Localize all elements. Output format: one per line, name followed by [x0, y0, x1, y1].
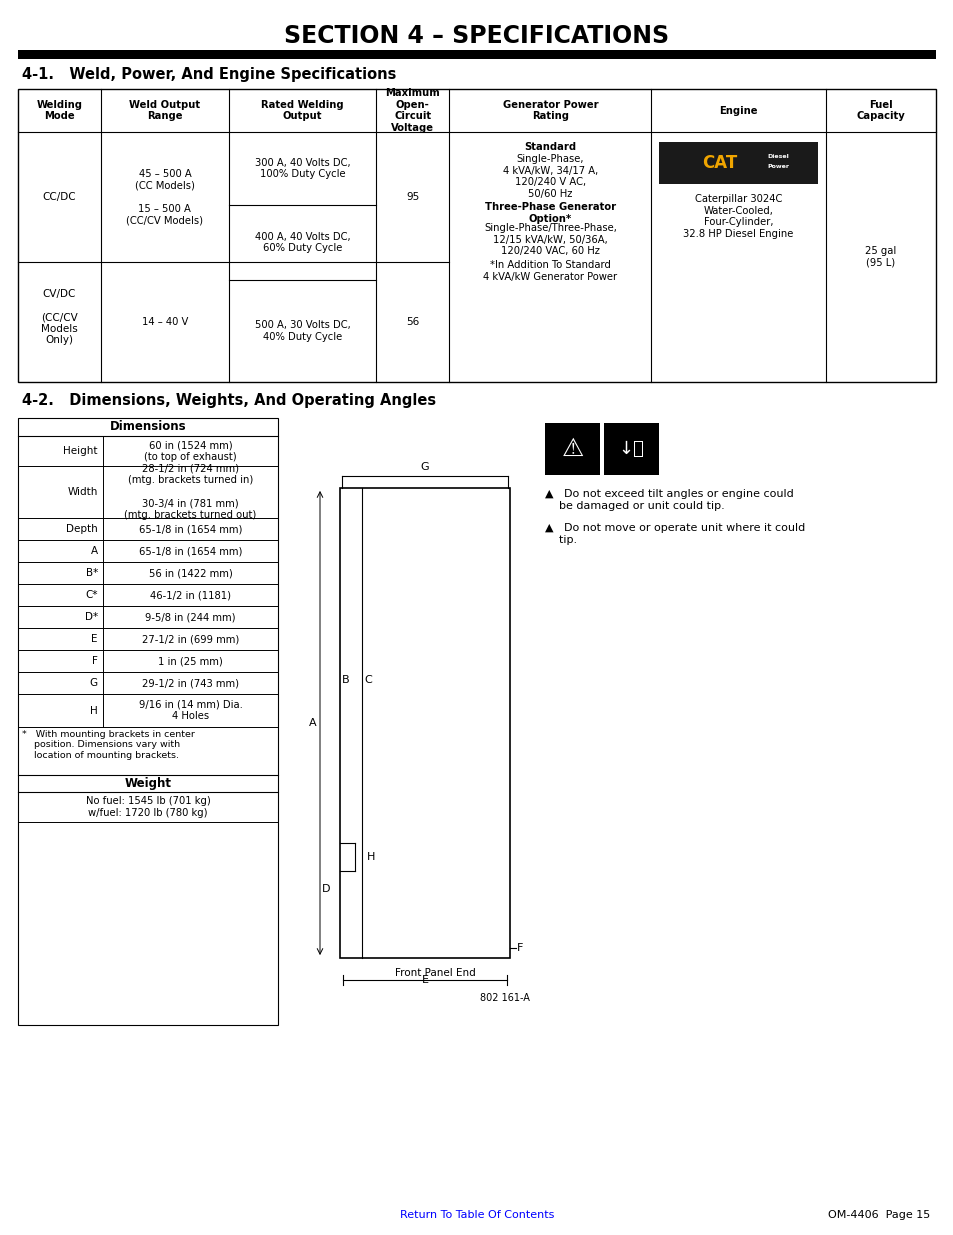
Text: ▲   Do not exceed tilt angles or engine could
    be damaged or unit could tip.: ▲ Do not exceed tilt angles or engine co…	[544, 489, 793, 510]
Text: Engine: Engine	[719, 105, 757, 116]
Text: 802 161-A: 802 161-A	[479, 993, 530, 1003]
Text: 60 in (1524 mm)
(to top of exhaust): 60 in (1524 mm) (to top of exhaust)	[144, 440, 236, 462]
Bar	[339, 488, 510, 958]
Text: C*: C*	[86, 590, 98, 600]
Text: Fuel
Capacity: Fuel Capacity	[856, 100, 904, 121]
Text: Single-Phase/Three-Phase,
12/15 kVA/kW, 50/36A,
120/240 VAC, 60 Hz: Single-Phase/Three-Phase, 12/15 kVA/kW, …	[483, 224, 617, 256]
Text: 9/16 in (14 mm) Dia.
4 Holes: 9/16 in (14 mm) Dia. 4 Holes	[138, 700, 242, 721]
Text: 14 – 40 V: 14 – 40 V	[142, 317, 188, 327]
Text: Standard: Standard	[524, 142, 576, 152]
Text: E: E	[421, 974, 428, 986]
Text: ⚠: ⚠	[560, 437, 583, 461]
Text: E: E	[91, 634, 98, 643]
Text: Depth: Depth	[66, 524, 98, 534]
Text: F: F	[517, 944, 523, 953]
Text: 46-1/2 in (1181): 46-1/2 in (1181)	[150, 590, 231, 600]
Text: Weight: Weight	[125, 777, 172, 790]
Bar	[18, 417, 277, 1025]
Text: Return To Table Of Contents: Return To Table Of Contents	[399, 1210, 554, 1220]
Text: 9-5/8 in (244 mm): 9-5/8 in (244 mm)	[145, 613, 235, 622]
Text: H: H	[91, 705, 98, 715]
Text: Dimensions: Dimensions	[110, 420, 186, 433]
Text: No fuel: 1545 lb (701 kg)
w/fuel: 1720 lb (780 kg): No fuel: 1545 lb (701 kg) w/fuel: 1720 l…	[86, 797, 211, 818]
Bar	[18, 49, 935, 59]
Text: Welding
Mode: Welding Mode	[36, 100, 82, 121]
Text: B: B	[341, 676, 349, 685]
Text: 45 – 500 A
(CC Models)

15 – 500 A
(CC/CV Models): 45 – 500 A (CC Models) 15 – 500 A (CC/CV…	[126, 169, 203, 225]
Text: D*: D*	[85, 613, 98, 622]
Text: Maximum
Open-
Circuit
Voltage: Maximum Open- Circuit Voltage	[385, 88, 439, 133]
Text: *In Addition To Standard
4 kVA/kW Generator Power: *In Addition To Standard 4 kVA/kW Genera…	[483, 261, 617, 282]
Bar	[18, 89, 935, 382]
Text: 56 in (1422 mm): 56 in (1422 mm)	[149, 568, 233, 578]
Text: 4-1.   Weld, Power, And Engine Specifications: 4-1. Weld, Power, And Engine Specificati…	[22, 67, 395, 82]
Text: Diesel: Diesel	[766, 154, 788, 159]
Text: D: D	[321, 884, 330, 894]
Text: 28-1/2 in (724 mm)
(mtg. brackets turned in)

30-3/4 in (781 mm)
(mtg. brackets : 28-1/2 in (724 mm) (mtg. brackets turned…	[124, 464, 256, 520]
Text: 500 A, 30 Volts DC,
40% Duty Cycle: 500 A, 30 Volts DC, 40% Duty Cycle	[254, 320, 350, 342]
Text: Generator Power
Rating: Generator Power Rating	[502, 100, 598, 121]
Bar	[603, 424, 659, 475]
Text: H: H	[367, 852, 375, 862]
Text: Single-Phase,
4 kVA/kW, 34/17 A,
120/240 V AC,
50/60 Hz: Single-Phase, 4 kVA/kW, 34/17 A, 120/240…	[502, 154, 598, 199]
Text: 29-1/2 in (743 mm): 29-1/2 in (743 mm)	[142, 678, 239, 688]
Text: Three-Phase Generator
Option*: Three-Phase Generator Option*	[484, 203, 616, 224]
Text: Height: Height	[64, 446, 98, 456]
Text: Power: Power	[766, 164, 788, 169]
Text: 65-1/8 in (1654 mm): 65-1/8 in (1654 mm)	[139, 524, 242, 534]
Text: 65-1/8 in (1654 mm): 65-1/8 in (1654 mm)	[139, 546, 242, 556]
Text: A: A	[91, 546, 98, 556]
Bar	[659, 142, 817, 184]
Text: ▲   Do not move or operate unit where it could
    tip.: ▲ Do not move or operate unit where it c…	[544, 522, 804, 545]
Text: Front Panel End: Front Panel End	[395, 968, 475, 978]
Text: OM-4406  Page 15: OM-4406 Page 15	[827, 1210, 929, 1220]
Text: 56: 56	[406, 317, 419, 327]
Text: Width: Width	[68, 487, 98, 496]
Text: F: F	[92, 656, 98, 666]
Text: Weld Output
Range: Weld Output Range	[130, 100, 200, 121]
Text: 27-1/2 in (699 mm): 27-1/2 in (699 mm)	[142, 634, 239, 643]
Text: G: G	[420, 462, 429, 472]
Text: Rated Welding
Output: Rated Welding Output	[261, 100, 343, 121]
Text: 95: 95	[406, 191, 419, 203]
Text: C: C	[364, 676, 372, 685]
Bar	[544, 424, 599, 475]
Text: 25 gal
(95 L): 25 gal (95 L)	[864, 246, 896, 268]
Text: SECTION 4 – SPECIFICATIONS: SECTION 4 – SPECIFICATIONS	[284, 23, 669, 48]
Text: Caterpillar 3024C
Water-Cooled,
Four-Cylinder,
32.8 HP Diesel Engine: Caterpillar 3024C Water-Cooled, Four-Cyl…	[682, 194, 793, 238]
Text: A: A	[309, 718, 316, 727]
Text: CV/DC

(CC/CV
Models
Only): CV/DC (CC/CV Models Only)	[41, 289, 77, 346]
Text: 400 A, 40 Volts DC,
60% Duty Cycle: 400 A, 40 Volts DC, 60% Duty Cycle	[254, 232, 350, 253]
Text: CC/DC: CC/DC	[43, 191, 76, 203]
Text: 4-2.   Dimensions, Weights, And Operating Angles: 4-2. Dimensions, Weights, And Operating …	[22, 393, 436, 408]
Text: *   With mounting brackets in center
    position. Dimensions vary with
    loca: * With mounting brackets in center posit…	[22, 730, 194, 760]
Text: 1 in (25 mm): 1 in (25 mm)	[158, 656, 223, 666]
Text: G: G	[90, 678, 98, 688]
Text: B*: B*	[86, 568, 98, 578]
Text: ↓⌹: ↓⌹	[618, 440, 644, 458]
Text: 300 A, 40 Volts DC,
100% Duty Cycle: 300 A, 40 Volts DC, 100% Duty Cycle	[254, 158, 350, 179]
Text: CAT: CAT	[701, 154, 737, 172]
